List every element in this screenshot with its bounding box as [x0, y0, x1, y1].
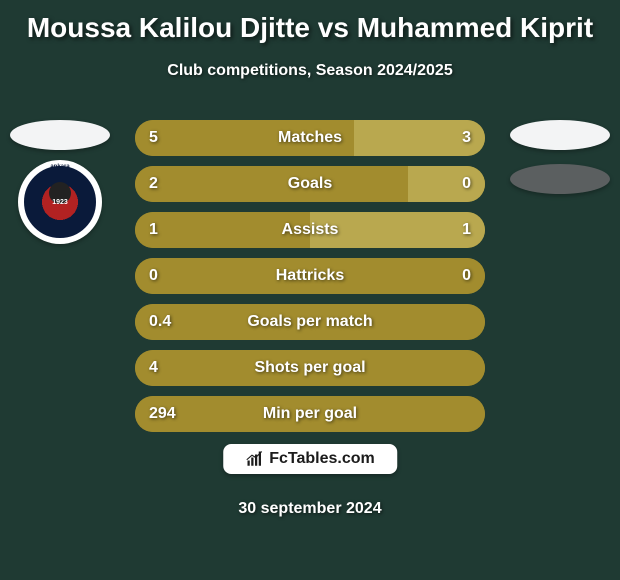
stat-row: Shots per goal4	[135, 350, 485, 386]
left-club-badge: 1923 ankara	[18, 160, 102, 244]
stat-row: Assists1 1	[135, 212, 485, 248]
footer-text: FcTables.com	[269, 450, 375, 468]
stat-value-left: 2	[149, 166, 158, 202]
stat-value-left: 5	[149, 120, 158, 156]
stat-value-right: 3	[462, 120, 471, 156]
footer-source-badge: FcTables.com	[223, 444, 397, 474]
stat-value-right: 0	[462, 166, 471, 202]
page-title: Moussa Kalilou Djitte vs Muhammed Kiprit	[0, 12, 620, 44]
stat-row: Goals2 0	[135, 166, 485, 202]
stat-value-left: 294	[149, 396, 176, 432]
stat-label: Assists	[135, 212, 485, 248]
stat-label: Shots per goal	[135, 350, 485, 386]
stat-row: Hattricks0 0	[135, 258, 485, 294]
stat-value-left: 0.4	[149, 304, 171, 340]
stat-value-right: 1	[462, 212, 471, 248]
left-player-oval	[10, 120, 110, 150]
stat-row: Matches5 3	[135, 120, 485, 156]
stat-label: Goals per match	[135, 304, 485, 340]
stat-label: Goals	[135, 166, 485, 202]
badge-inner-ring: 1923	[24, 166, 96, 238]
chart-icon	[245, 450, 263, 468]
stat-value-left: 1	[149, 212, 158, 248]
comparison-infographic: Moussa Kalilou Djitte vs Muhammed Kiprit…	[0, 0, 620, 580]
stat-label: Min per goal	[135, 396, 485, 432]
badge-year: 1923	[52, 199, 68, 206]
stat-value-left: 0	[149, 258, 158, 294]
stat-label: Matches	[135, 120, 485, 156]
stat-row: Goals per match0.4	[135, 304, 485, 340]
stat-value-right: 0	[462, 258, 471, 294]
stat-row: Min per goal294	[135, 396, 485, 432]
left-player-column: 1923 ankara	[10, 120, 110, 244]
right-player-column	[510, 120, 610, 194]
right-player-oval-1	[510, 120, 610, 150]
page-date: 30 september 2024	[0, 500, 620, 518]
stat-label: Hattricks	[135, 258, 485, 294]
stat-value-left: 4	[149, 350, 158, 386]
page-subtitle: Club competitions, Season 2024/2025	[0, 62, 620, 80]
badge-text-top: ankara	[50, 164, 69, 170]
comparison-bars: Matches53Goals20Assists11Hattricks00Goal…	[135, 120, 485, 432]
right-player-oval-2	[510, 164, 610, 194]
